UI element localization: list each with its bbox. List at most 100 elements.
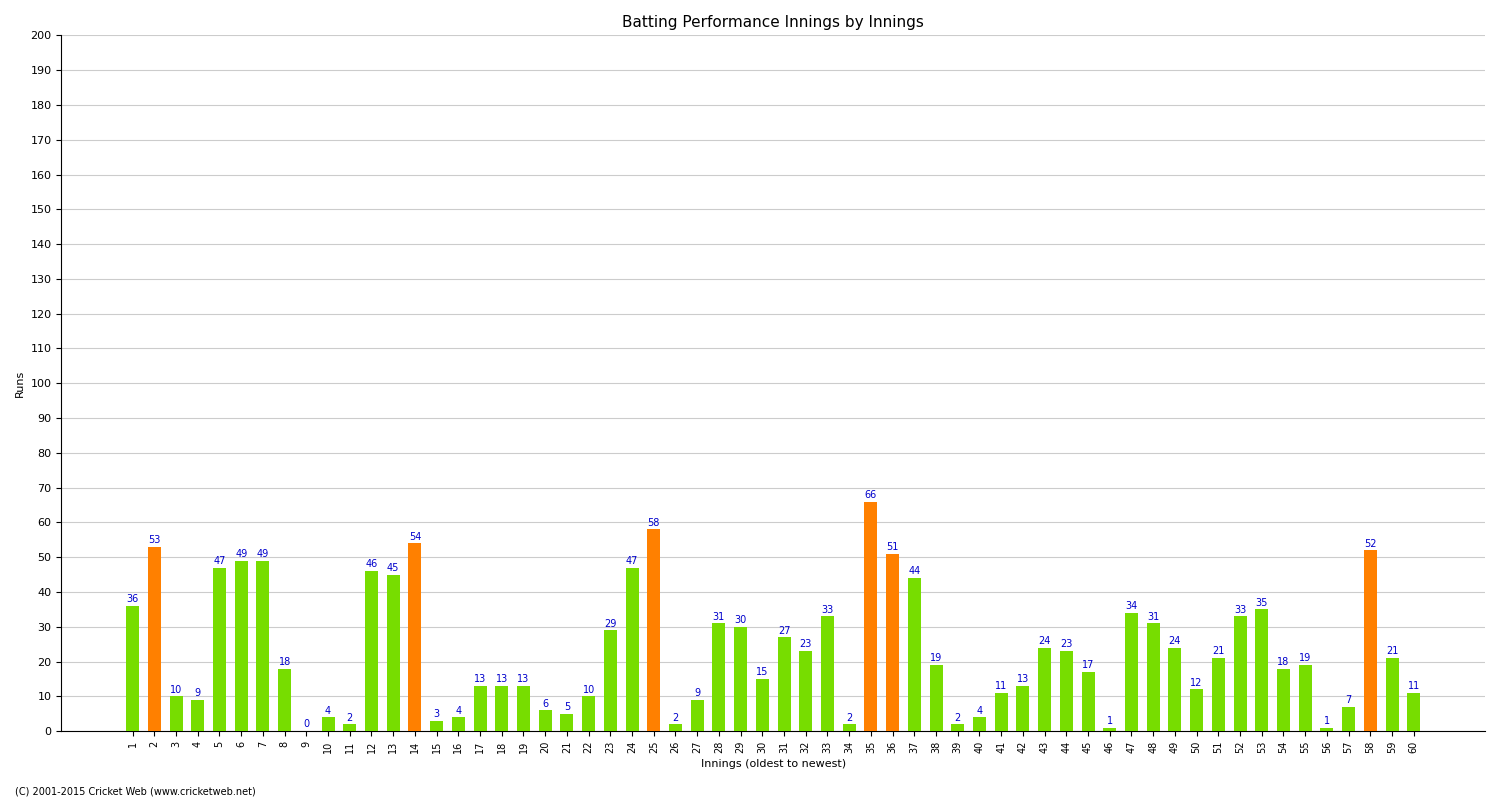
Text: 15: 15: [756, 667, 768, 678]
Text: 9: 9: [195, 688, 201, 698]
Text: 4: 4: [456, 706, 462, 715]
Bar: [908, 578, 921, 731]
Bar: [170, 697, 183, 731]
Bar: [474, 686, 486, 731]
Text: 23: 23: [1060, 639, 1072, 650]
Bar: [626, 568, 639, 731]
Bar: [974, 718, 986, 731]
Bar: [994, 693, 1008, 731]
Text: 52: 52: [1364, 538, 1377, 549]
Bar: [408, 543, 422, 731]
Text: 7: 7: [1346, 695, 1352, 705]
Text: 46: 46: [366, 559, 378, 570]
Bar: [452, 718, 465, 731]
Bar: [321, 718, 334, 731]
Text: 2: 2: [346, 713, 352, 722]
Text: 18: 18: [279, 657, 291, 667]
Text: 2: 2: [954, 713, 962, 722]
Bar: [213, 568, 226, 731]
Bar: [1407, 693, 1420, 731]
Y-axis label: Runs: Runs: [15, 370, 26, 397]
Bar: [843, 724, 855, 731]
Bar: [690, 700, 703, 731]
Bar: [712, 623, 726, 731]
Bar: [777, 638, 790, 731]
Bar: [1125, 613, 1138, 731]
Bar: [1146, 623, 1160, 731]
Bar: [951, 724, 964, 731]
Bar: [800, 651, 813, 731]
Bar: [495, 686, 508, 731]
Text: 24: 24: [1038, 636, 1052, 646]
Bar: [430, 721, 442, 731]
Text: 0: 0: [303, 719, 309, 730]
Bar: [604, 630, 616, 731]
Text: 9: 9: [694, 688, 700, 698]
Bar: [1168, 648, 1182, 731]
Text: 49: 49: [236, 549, 248, 559]
Text: 54: 54: [408, 531, 422, 542]
Text: 1: 1: [1107, 716, 1113, 726]
Bar: [864, 502, 877, 731]
Text: 13: 13: [1017, 674, 1029, 684]
Text: 24: 24: [1168, 636, 1180, 646]
Text: 33: 33: [1234, 605, 1246, 614]
Bar: [344, 724, 357, 731]
Text: 12: 12: [1191, 678, 1203, 688]
Bar: [1104, 728, 1116, 731]
Text: 10: 10: [170, 685, 182, 694]
Text: 34: 34: [1125, 601, 1137, 611]
Text: 66: 66: [865, 490, 877, 500]
Text: 45: 45: [387, 563, 399, 573]
Bar: [148, 547, 160, 731]
Text: 21: 21: [1386, 646, 1398, 657]
Bar: [930, 665, 942, 731]
Text: 49: 49: [256, 549, 268, 559]
Text: 27: 27: [778, 626, 790, 635]
Text: 33: 33: [822, 605, 834, 614]
Bar: [1256, 610, 1269, 731]
Bar: [1386, 658, 1398, 731]
Text: 51: 51: [886, 542, 898, 552]
Bar: [1190, 690, 1203, 731]
Text: 17: 17: [1082, 660, 1094, 670]
Bar: [1017, 686, 1029, 731]
Bar: [1060, 651, 1072, 731]
Bar: [1233, 617, 1246, 731]
Text: 2: 2: [672, 713, 678, 722]
Bar: [278, 669, 291, 731]
Bar: [1299, 665, 1311, 731]
Text: 3: 3: [433, 709, 439, 719]
Bar: [1320, 728, 1334, 731]
Text: 47: 47: [626, 556, 638, 566]
Text: 11: 11: [994, 682, 1008, 691]
Bar: [387, 574, 399, 731]
Text: 4: 4: [326, 706, 332, 715]
Bar: [1276, 669, 1290, 731]
Text: 18: 18: [1278, 657, 1290, 667]
Bar: [126, 606, 140, 731]
Bar: [648, 530, 660, 731]
Text: 21: 21: [1212, 646, 1224, 657]
Text: 31: 31: [712, 612, 724, 622]
Bar: [756, 679, 770, 731]
Text: 13: 13: [518, 674, 530, 684]
Bar: [821, 617, 834, 731]
Text: 11: 11: [1407, 682, 1420, 691]
Bar: [561, 714, 573, 731]
Bar: [192, 700, 204, 731]
Bar: [538, 710, 552, 731]
Text: 35: 35: [1256, 598, 1268, 608]
Bar: [1082, 672, 1095, 731]
Text: 30: 30: [735, 615, 747, 625]
Text: 36: 36: [126, 594, 140, 604]
Text: 31: 31: [1148, 612, 1160, 622]
Bar: [582, 697, 596, 731]
Bar: [364, 571, 378, 731]
Bar: [669, 724, 682, 731]
Bar: [1342, 707, 1354, 731]
Text: 19: 19: [930, 654, 942, 663]
Text: 10: 10: [582, 685, 596, 694]
X-axis label: Innings (oldest to newest): Innings (oldest to newest): [700, 759, 846, 769]
Bar: [734, 627, 747, 731]
